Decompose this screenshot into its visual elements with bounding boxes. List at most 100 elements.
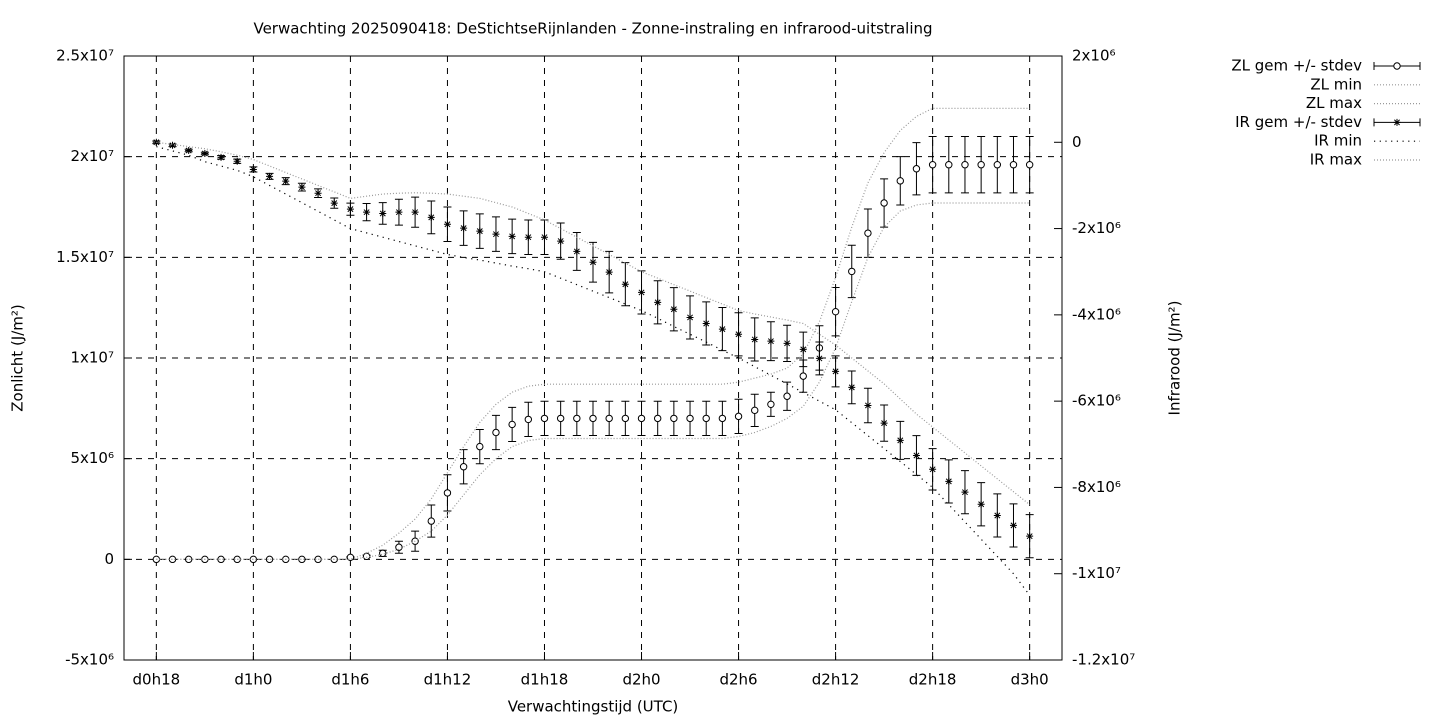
point-marker <box>314 189 322 197</box>
point-marker <box>266 172 274 180</box>
point-marker <box>670 305 678 313</box>
point-marker <box>476 227 484 235</box>
legend-label: IR max <box>1310 151 1362 169</box>
legend-label: IR min <box>1314 132 1362 150</box>
y-tick-label: 1x10⁷ <box>70 349 114 367</box>
point-marker <box>654 298 662 306</box>
x-tick-label: d2h18 <box>909 671 957 689</box>
point-marker <box>362 552 371 561</box>
point-marker <box>573 414 581 423</box>
y2-tick-label: 2x10⁶ <box>1072 47 1116 65</box>
point-marker <box>346 553 355 562</box>
point-marker <box>670 414 678 423</box>
point-marker <box>427 517 435 525</box>
y2-tick-label: -1.2x10⁷ <box>1072 651 1135 669</box>
point-marker <box>492 428 500 437</box>
x-tick-label: d2h12 <box>812 671 860 689</box>
point-marker <box>977 161 985 169</box>
x-tick-label: d2h6 <box>719 671 757 689</box>
point-marker <box>363 208 371 216</box>
legend-marker <box>1393 118 1401 126</box>
point-marker <box>734 412 743 421</box>
point-marker <box>767 337 775 345</box>
point-marker <box>783 339 791 347</box>
y2-tick-label: -8x10⁶ <box>1072 478 1121 496</box>
point-marker <box>395 208 403 216</box>
x-axis-label: Verwachtingstijd (UTC) <box>508 698 679 716</box>
point-marker <box>702 414 710 423</box>
y-tick-label: 0 <box>104 550 114 568</box>
point-marker <box>556 414 565 423</box>
series-line <box>156 202 1030 560</box>
point-marker <box>298 183 306 191</box>
point-marker <box>298 555 306 564</box>
point-marker <box>896 177 904 185</box>
point-marker <box>799 372 807 380</box>
point-marker <box>1025 161 1034 169</box>
x-tick-label: d1h0 <box>234 671 272 689</box>
point-marker <box>249 165 257 173</box>
y2-tick-label: -4x10⁶ <box>1072 305 1121 323</box>
point-marker <box>524 415 533 424</box>
point-marker <box>880 199 888 207</box>
y2-tick-label: -6x10⁶ <box>1072 392 1121 410</box>
point-marker <box>1026 532 1034 540</box>
chart-title: Verwachting 2025090418: DeStichtseRijnla… <box>253 20 932 38</box>
point-marker <box>653 414 662 423</box>
point-marker <box>476 442 484 451</box>
point-marker <box>605 268 613 276</box>
point-marker <box>702 319 710 327</box>
point-marker <box>233 157 241 165</box>
point-marker <box>589 258 597 266</box>
y-tick-label: 1.5x10⁷ <box>56 248 114 266</box>
point-marker <box>379 549 387 557</box>
point-marker <box>169 141 177 149</box>
point-marker <box>767 400 775 409</box>
point-marker <box>896 436 904 444</box>
point-marker <box>864 401 872 409</box>
point-marker <box>945 477 953 485</box>
y-tick-label: -5x10⁶ <box>65 651 114 669</box>
point-marker <box>185 146 193 154</box>
legend-marker <box>1393 62 1401 70</box>
point-marker <box>573 247 581 255</box>
point-marker <box>735 330 743 338</box>
point-marker <box>395 543 403 551</box>
point-marker <box>346 205 354 213</box>
x-tick-label: d2h0 <box>622 671 660 689</box>
y-tick-label: 5x10⁶ <box>70 449 114 467</box>
x-tick-label: d3h0 <box>1011 671 1049 689</box>
point-marker <box>638 288 646 296</box>
plot-frame <box>123 55 1063 661</box>
point-marker <box>718 414 727 423</box>
point-marker <box>912 165 921 173</box>
point-marker <box>443 220 451 228</box>
legend-label: ZL gem +/- stdev <box>1231 57 1362 75</box>
point-marker <box>718 325 726 333</box>
point-marker <box>265 555 274 564</box>
y2-axis-label: Infrarood (J/m²) <box>1166 301 1184 416</box>
point-marker <box>1009 521 1017 529</box>
series-line <box>156 141 1031 506</box>
point-marker <box>184 555 193 564</box>
legend-label: ZL max <box>1306 94 1362 112</box>
point-marker <box>945 161 953 169</box>
point-marker <box>508 420 516 429</box>
point-marker <box>201 150 209 158</box>
point-marker <box>637 414 646 423</box>
point-marker <box>799 345 807 353</box>
point-marker <box>379 209 387 217</box>
point-marker <box>217 153 225 161</box>
point-marker <box>751 406 759 415</box>
point-marker <box>832 367 840 375</box>
point-marker <box>460 224 468 232</box>
point-marker <box>557 237 565 245</box>
point-marker <box>880 419 888 427</box>
y2-tick-label: -2x10⁶ <box>1072 219 1121 237</box>
point-marker <box>961 488 969 496</box>
point-marker <box>459 463 468 471</box>
point-marker <box>783 392 791 400</box>
x-tick-label: d1h18 <box>521 671 569 689</box>
